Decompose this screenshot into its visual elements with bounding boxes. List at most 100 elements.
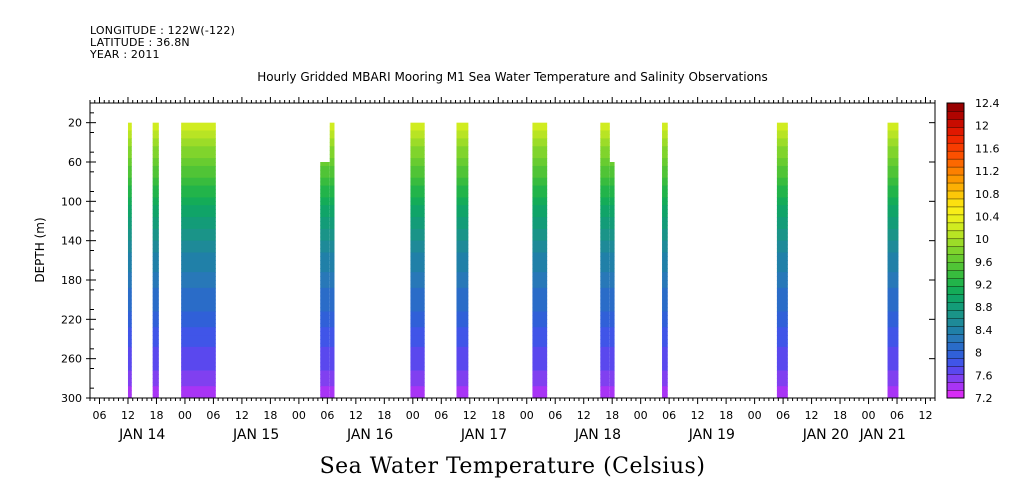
data-cell [181, 339, 216, 344]
data-cell [456, 189, 469, 195]
data-cell [662, 130, 668, 136]
data-cell [887, 303, 899, 309]
data-cell [127, 264, 132, 269]
data-cell [127, 323, 132, 328]
data-cell [600, 126, 610, 132]
data-cell [600, 205, 610, 210]
data-cell [127, 287, 132, 293]
data-cell [662, 236, 668, 242]
data-cell [181, 221, 216, 226]
data-cell [600, 185, 610, 191]
data-cell [127, 126, 132, 132]
colorbar-swatch [946, 110, 965, 120]
x-tick-label: 18 [263, 409, 277, 422]
data-cell [320, 362, 330, 368]
data-cell [127, 217, 132, 222]
data-cell [600, 177, 610, 183]
data-cell [127, 181, 132, 187]
data-cell [410, 287, 425, 293]
data-cell [152, 264, 159, 269]
data-cell [410, 362, 425, 368]
data-cell [887, 221, 899, 226]
data-cell [410, 240, 425, 246]
colorbar-swatch [946, 158, 965, 168]
data-cell [887, 209, 899, 214]
data-cell [887, 268, 899, 273]
y-tick-label: 60 [68, 156, 82, 169]
data-cell [127, 232, 132, 238]
data-cell [127, 319, 132, 324]
data-cell [600, 342, 610, 348]
colorbar-label: 12 [975, 120, 989, 133]
data-cell [609, 287, 615, 293]
data-cell [456, 252, 469, 257]
data-cell [152, 138, 159, 143]
data-cell [532, 276, 548, 281]
data-cell [776, 299, 788, 305]
data-cell [600, 138, 610, 143]
data-cell [887, 390, 899, 395]
data-cell [181, 307, 216, 313]
data-cell [456, 201, 469, 206]
data-cell [532, 303, 548, 309]
data-cell [600, 181, 610, 187]
colorbar-label: 8.8 [975, 301, 993, 314]
data-cell [152, 366, 159, 372]
data-cell [320, 390, 330, 395]
data-cell [662, 146, 668, 151]
data-cell [456, 303, 469, 309]
data-cell [320, 280, 330, 285]
data-cell [152, 146, 159, 151]
data-cell [532, 146, 548, 151]
data-cell [609, 315, 615, 320]
data-cell [600, 201, 610, 206]
data-cell [152, 315, 159, 320]
data-segment [609, 162, 615, 398]
data-cell [532, 236, 548, 242]
data-cell [609, 307, 615, 313]
data-cell [887, 319, 899, 324]
data-cell [127, 209, 132, 214]
data-cell [887, 299, 899, 305]
data-cell [609, 256, 615, 261]
data-cell [152, 346, 159, 352]
data-cell [329, 303, 335, 309]
data-cell [887, 205, 899, 210]
data-cell [127, 358, 132, 364]
colorbar-swatch [946, 150, 965, 160]
data-cell [776, 287, 788, 293]
data-cell [181, 236, 216, 242]
x-day-label: JAN 20 [802, 427, 849, 443]
data-cell [410, 158, 425, 163]
colorbar-swatch [946, 214, 965, 224]
data-cell [410, 126, 425, 132]
data-cell [887, 276, 899, 281]
data-cell [320, 283, 330, 289]
data-cell [410, 252, 425, 257]
data-cell [329, 264, 335, 269]
data-cell [410, 264, 425, 269]
data-cell [329, 221, 335, 226]
data-cell [532, 177, 548, 183]
data-cell [662, 350, 668, 356]
data-cell [127, 162, 132, 167]
data-cell [609, 323, 615, 328]
colorbar-label: 9.6 [975, 256, 993, 269]
x-tick-label: 18 [719, 409, 733, 422]
data-cell [329, 295, 335, 301]
data-cell [600, 189, 610, 195]
data-cell [410, 319, 425, 324]
data-cell [887, 291, 899, 297]
data-cell [127, 346, 132, 352]
data-cell [320, 213, 330, 218]
data-cell [776, 260, 788, 265]
data-cell [320, 327, 330, 332]
data-cell [887, 158, 899, 163]
data-cell [532, 221, 548, 226]
x-day-label: JAN 18 [574, 427, 621, 443]
data-cell [600, 374, 610, 379]
data-cell [152, 276, 159, 281]
data-cell [320, 232, 330, 238]
data-cell [662, 209, 668, 214]
data-cell [152, 209, 159, 214]
